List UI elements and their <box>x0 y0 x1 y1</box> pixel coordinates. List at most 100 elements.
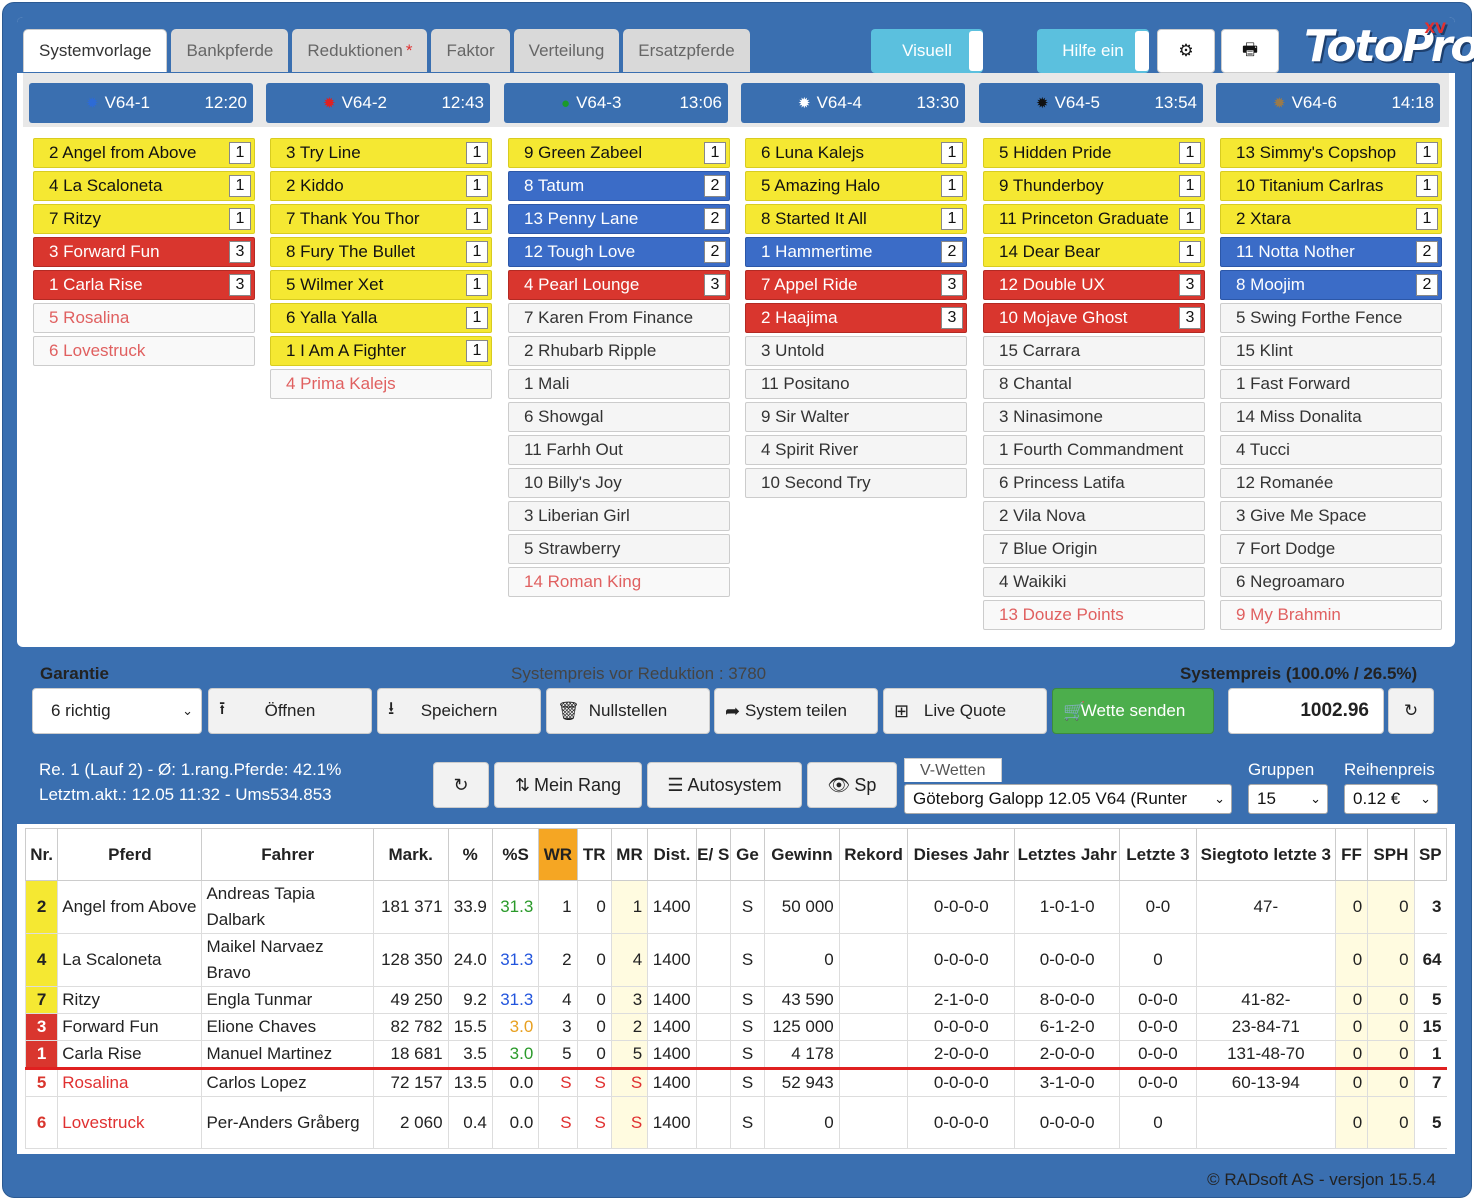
horse-item[interactable]: 4 Waikiki <box>983 567 1205 597</box>
horse-item[interactable]: 12 Tough Love 2 <box>508 237 730 267</box>
rank-badge[interactable]: 1 <box>941 142 963 164</box>
rank-badge[interactable]: 3 <box>1179 307 1201 329</box>
column-header[interactable]: Dieses Jahr <box>907 828 1016 881</box>
horse-item[interactable]: 1 I Am A Fighter 1 <box>270 336 492 366</box>
rank-badge[interactable]: 2 <box>1416 241 1438 263</box>
race-tab-v64-5[interactable]: ✹ V64-5 13:54 <box>979 83 1203 123</box>
rank-badge[interactable]: 1 <box>466 307 488 329</box>
wette-senden-button[interactable]: 🛒 Wette senden <box>1052 688 1214 734</box>
horse-item[interactable]: 14 Roman King <box>508 567 730 597</box>
column-header[interactable]: FF <box>1334 828 1369 881</box>
refresh-button[interactable]: ↻ <box>433 762 489 808</box>
horse-item[interactable]: 7 Ritzy 1 <box>33 204 255 234</box>
system-teilen-button[interactable]: ➦ System teilen <box>714 688 878 734</box>
rank-badge[interactable]: 2 <box>704 241 726 263</box>
column-header[interactable]: MR <box>610 828 649 881</box>
horse-item[interactable]: 5 Amazing Halo 1 <box>745 171 967 201</box>
horse-item[interactable]: 14 Miss Donalita <box>1220 402 1442 432</box>
rank-badge[interactable]: 1 <box>1179 175 1201 197</box>
rank-badge[interactable]: 3 <box>229 274 251 296</box>
rank-badge[interactable]: 1 <box>466 274 488 296</box>
print-button[interactable]: 🖶 <box>1221 29 1279 73</box>
horse-item[interactable]: 10 Titanium Carlras 1 <box>1220 171 1442 201</box>
rank-badge[interactable]: 1 <box>1179 208 1201 230</box>
rank-badge[interactable]: 1 <box>229 208 251 230</box>
horse-item[interactable]: 13 Penny Lane 2 <box>508 204 730 234</box>
tab-verteilung[interactable]: Verteilung <box>513 29 620 72</box>
horse-item[interactable]: 15 Klint <box>1220 336 1442 366</box>
horse-item[interactable]: 12 Double UX 3 <box>983 270 1205 300</box>
column-header[interactable]: Mark. <box>372 828 449 881</box>
race-tab-v64-1[interactable]: ✹ V64-1 12:20 <box>29 83 253 123</box>
horse-item[interactable]: 6 Lovestruck <box>33 336 255 366</box>
horse-item[interactable]: 13 Douze Points <box>983 600 1205 630</box>
race-tab-v64-2[interactable]: ✹ V64-2 12:43 <box>266 83 490 123</box>
horse-item[interactable]: 8 Moojim 2 <box>1220 270 1442 300</box>
horse-item[interactable]: 12 Romanée <box>1220 468 1442 498</box>
column-header[interactable]: Ge <box>729 828 766 881</box>
rank-badge[interactable]: 1 <box>1416 208 1438 230</box>
horse-item[interactable]: 5 Swing Forthe Fence <box>1220 303 1442 333</box>
rank-badge[interactable]: 1 <box>941 208 963 230</box>
hilfe-toggle[interactable]: Hilfe ein <box>1037 29 1149 73</box>
race-select[interactable]: Göteborg Galopp 12.05 V64 (Runter ⌄ <box>904 784 1232 814</box>
rank-badge[interactable]: 1 <box>229 175 251 197</box>
garantie-select[interactable]: 6 richtig ⌄ <box>32 688 202 734</box>
table-row[interactable]: 6 Lovestruck Per-Anders Gråberg 2 060 0.4 0.0… <box>24 1096 1447 1149</box>
horse-item[interactable]: 5 Hidden Pride 1 <box>983 138 1205 168</box>
horse-item[interactable]: 1 Fast Forward <box>1220 369 1442 399</box>
column-header[interactable]: TR <box>576 828 612 881</box>
horse-item[interactable]: 1 Hammertime 2 <box>745 237 967 267</box>
rank-badge[interactable]: 3 <box>704 274 726 296</box>
tab-ersatzpferde[interactable]: Ersatzpferde <box>623 29 750 72</box>
rank-badge[interactable]: 1 <box>941 175 963 197</box>
tab-systemvorlage[interactable]: Systemvorlage <box>23 29 168 72</box>
horse-item[interactable]: 3 Untold <box>745 336 967 366</box>
rank-badge[interactable]: 1 <box>466 340 488 362</box>
mein-rang-button[interactable]: ⇅ Mein Rang <box>494 762 642 808</box>
horse-item[interactable]: 1 Fourth Commandment <box>983 435 1205 465</box>
horse-item[interactable]: 9 Sir Walter <box>745 402 967 432</box>
table-row[interactable]: 1 Carla Rise Manuel Martinez 18 681 3.5 3.0 5 0… <box>24 1040 1447 1069</box>
horse-item[interactable]: 8 Tatum 2 <box>508 171 730 201</box>
horse-item[interactable]: 6 Negroamaro <box>1220 567 1442 597</box>
autosystem-button[interactable]: ☰ Autosystem <box>647 762 802 808</box>
reihenpreis-select[interactable]: 0.12 € ⌄ <box>1344 784 1438 814</box>
horse-item[interactable]: 10 Mojave Ghost 3 <box>983 303 1205 333</box>
table-row[interactable]: 5 Rosalina Carlos Lopez 72 157 13.5 0.0 S S S 140… <box>24 1067 1447 1097</box>
rank-badge[interactable]: 1 <box>466 142 488 164</box>
rank-badge[interactable]: 1 <box>466 175 488 197</box>
horse-item[interactable]: 9 My Brahmin <box>1220 600 1442 630</box>
column-header[interactable]: Letztes Jahr <box>1014 828 1121 881</box>
horse-item[interactable]: 11 Princeton Graduate 1 <box>983 204 1205 234</box>
horse-item[interactable]: 6 Princess Latifa <box>983 468 1205 498</box>
horse-item[interactable]: 6 Luna Kalejs 1 <box>745 138 967 168</box>
column-header[interactable]: Letzte 3 <box>1119 828 1197 881</box>
rank-badge[interactable]: 1 <box>1416 175 1438 197</box>
gruppen-select[interactable]: 15 ⌄ <box>1248 784 1328 814</box>
rank-badge[interactable]: 3 <box>1179 274 1201 296</box>
horse-item[interactable]: 7 Appel Ride 3 <box>745 270 967 300</box>
horse-item[interactable]: 3 Give Me Space <box>1220 501 1442 531</box>
horse-item[interactable]: 2 Vila Nova <box>983 501 1205 531</box>
visuell-toggle[interactable]: Visuell <box>871 29 983 73</box>
horse-item[interactable]: 7 Karen From Finance <box>508 303 730 333</box>
rank-badge[interactable]: 2 <box>704 175 726 197</box>
horse-item[interactable]: 10 Second Try <box>745 468 967 498</box>
rank-badge[interactable]: 3 <box>941 307 963 329</box>
horse-item[interactable]: 6 Yalla Yalla 1 <box>270 303 492 333</box>
horse-item[interactable]: 15 Carrara <box>983 336 1205 366</box>
column-header[interactable]: Pferd <box>57 828 203 881</box>
column-header[interactable]: % <box>447 828 493 881</box>
horse-item[interactable]: 2 Xtara 1 <box>1220 204 1442 234</box>
column-header[interactable]: WR <box>538 828 578 881</box>
horse-item[interactable]: 7 Fort Dodge <box>1220 534 1442 564</box>
rank-badge[interactable]: 1 <box>704 142 726 164</box>
rank-badge[interactable]: 1 <box>1179 142 1201 164</box>
horse-item[interactable]: 6 Showgal <box>508 402 730 432</box>
race-tab-v64-3[interactable]: ● V64-3 13:06 <box>504 83 728 123</box>
horse-item[interactable]: 4 Tucci <box>1220 435 1442 465</box>
column-header[interactable]: SPH <box>1367 828 1415 881</box>
race-tab-v64-4[interactable]: ✹ V64-4 13:30 <box>741 83 965 123</box>
settings-button[interactable]: ⚙ <box>1157 29 1215 73</box>
